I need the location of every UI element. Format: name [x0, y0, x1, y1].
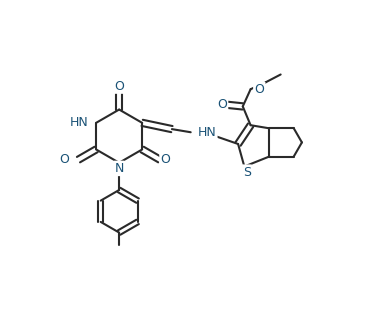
Text: N: N	[114, 162, 124, 175]
Text: O: O	[254, 83, 264, 96]
Text: S: S	[243, 166, 251, 179]
Text: HN: HN	[197, 126, 216, 139]
Text: O: O	[161, 153, 170, 166]
Text: O: O	[59, 153, 69, 166]
Text: HN: HN	[70, 116, 88, 129]
Text: O: O	[114, 80, 124, 93]
Text: O: O	[217, 98, 227, 111]
